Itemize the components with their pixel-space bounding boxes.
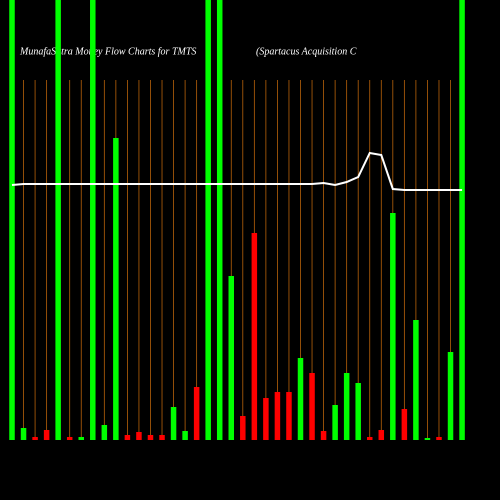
bar <box>355 383 361 440</box>
bar <box>251 233 258 440</box>
bar <box>182 431 188 440</box>
bar <box>413 320 419 440</box>
bar <box>78 437 84 440</box>
bar <box>147 435 154 440</box>
bar <box>216 0 223 440</box>
bar <box>193 387 200 440</box>
bar <box>228 276 235 440</box>
bar <box>401 409 408 440</box>
bar <box>286 392 292 440</box>
bar <box>309 373 315 440</box>
bar <box>297 358 304 440</box>
bar <box>424 438 431 440</box>
bar <box>9 0 15 440</box>
bar <box>274 392 281 440</box>
bar <box>66 437 73 440</box>
bar <box>32 437 38 440</box>
bar <box>170 407 177 440</box>
bar <box>320 431 327 440</box>
money-flow-line <box>11 151 463 191</box>
bar <box>159 435 165 440</box>
bar <box>113 138 119 440</box>
bar <box>332 405 338 440</box>
bar <box>240 416 246 440</box>
bar <box>136 432 142 440</box>
chart-title: MunafaSutra Money Flow Charts for TMTS <box>19 46 196 57</box>
bar <box>459 0 465 440</box>
bar <box>205 0 211 440</box>
chart-subtitle: (Spartacus Acquisition C <box>256 46 357 57</box>
bar <box>90 0 96 440</box>
bar <box>20 428 27 440</box>
bar <box>366 437 373 440</box>
bar <box>124 435 131 440</box>
bar <box>378 430 385 440</box>
bar <box>55 0 61 440</box>
bar <box>101 425 108 440</box>
bar <box>390 213 396 440</box>
bar <box>447 352 454 440</box>
bar <box>343 373 350 440</box>
bar <box>436 437 442 440</box>
bar <box>43 430 50 440</box>
bar <box>263 398 269 440</box>
